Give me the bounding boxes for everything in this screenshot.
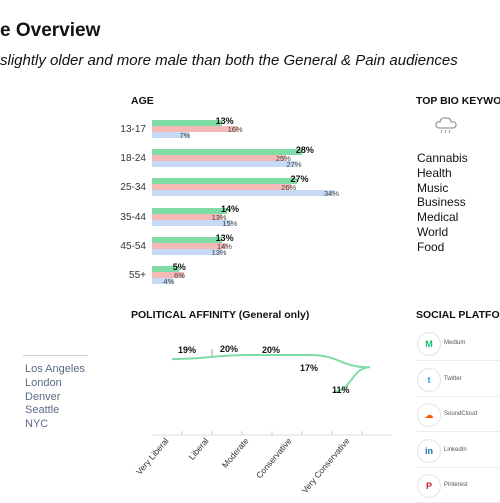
- age-category-label: 55+: [129, 270, 146, 281]
- social-platform-label: LinkedIn: [444, 446, 467, 453]
- age-bar: [152, 272, 185, 278]
- age-bar: [152, 184, 292, 191]
- age-value-label: 28%: [295, 145, 314, 156]
- keyword-item: Medical: [417, 210, 459, 225]
- age-heading: AGE: [131, 95, 154, 107]
- age-bar: [152, 248, 222, 255]
- divider: [416, 360, 500, 361]
- age-category-label: 45-54: [120, 240, 146, 252]
- city-list: Los Angeles London Denver Seattle NYC: [25, 363, 85, 432]
- age-bar: [152, 236, 222, 243]
- keyword-item: Health: [417, 165, 452, 180]
- page-subtitle: slightly older and more male than both t…: [0, 52, 458, 69]
- age-value-label: 27%: [286, 160, 302, 170]
- city-item: Denver: [25, 390, 61, 403]
- age-bar: [152, 219, 233, 226]
- age-value-label: 16%: [227, 125, 243, 134]
- city-item: London: [25, 376, 62, 389]
- age-value-label: 13%: [215, 232, 234, 243]
- keyword-item: World: [417, 224, 449, 239]
- medium-icon: M: [417, 332, 441, 356]
- soundcloud-icon: ☁: [417, 403, 441, 427]
- age-bar: [152, 161, 297, 168]
- political-category-label: Conservative: [254, 436, 294, 481]
- political-line: [171, 354, 371, 393]
- age-category-label: 13-17: [120, 124, 146, 135]
- age-bar: [152, 190, 334, 197]
- age-value-label: 15%: [222, 218, 238, 228]
- divider: [416, 431, 500, 432]
- city-item: NYC: [25, 418, 49, 431]
- divider: [416, 466, 500, 468]
- political-value-label: 17%: [300, 363, 318, 373]
- linkedin-icon: in: [417, 438, 441, 463]
- age-value-label: 34%: [324, 189, 340, 199]
- page-title: e Overview: [0, 20, 101, 41]
- age-bar: [152, 242, 227, 249]
- keyword-item: Food: [417, 239, 445, 254]
- age-value-label: 14%: [220, 203, 239, 214]
- keyword-item: Music: [417, 180, 449, 195]
- political-category-label: Very Liberal: [134, 436, 171, 477]
- age-category-label: 18-24: [120, 153, 146, 165]
- keywords-heading: TOP BIO KEYWO: [416, 95, 500, 107]
- age-bar: [152, 132, 190, 138]
- social-platform-label: Twitter: [444, 375, 462, 382]
- cloud-icon: [433, 115, 459, 140]
- divider: [23, 355, 88, 356]
- age-value-label: 4%: [163, 277, 175, 286]
- political-value-label: 20%: [220, 344, 238, 354]
- age-value-label: 13%: [215, 116, 234, 126]
- political-category-label: Moderate: [220, 436, 251, 470]
- divider: [416, 395, 500, 397]
- political-value-label: 19%: [178, 345, 196, 355]
- age-bar: [152, 207, 227, 214]
- age-value-label: 25%: [275, 154, 291, 164]
- age-category-label: 35-44: [120, 211, 146, 223]
- age-bar: [152, 178, 297, 185]
- political-category-label: Very Conservative: [300, 436, 352, 495]
- age-value-label: 27%: [290, 174, 309, 185]
- age-bar: [152, 120, 222, 126]
- twitter-icon: t: [417, 367, 441, 392]
- age-value-label: 7%: [179, 131, 191, 140]
- keyword-item: Cannabis: [417, 151, 468, 165]
- age-value-label: 5%: [172, 262, 186, 272]
- social-platform-label: Pinterest: [444, 482, 468, 488]
- city-item: Los Angeles: [25, 363, 85, 375]
- political-heading: POLITICAL AFFINITY (General only): [131, 309, 310, 321]
- age-value-label: 6%: [174, 271, 185, 280]
- social-heading: SOCIAL PLATFO: [416, 309, 500, 321]
- age-value-label: 13%: [211, 212, 227, 222]
- political-value-label: 20%: [262, 345, 280, 355]
- social-platform-label: Medium: [444, 340, 466, 346]
- age-bar: [152, 149, 302, 156]
- age-bar: [152, 213, 222, 220]
- political-category-label: Liberal: [186, 436, 210, 462]
- pinterest-icon: P: [417, 474, 441, 498]
- age-value-label: 14%: [216, 241, 232, 251]
- age-bar: [152, 126, 238, 132]
- city-item: Seattle: [25, 404, 60, 417]
- keyword-item: Business: [417, 195, 466, 210]
- keyword-list: Cannabis Health Music Business Medical W…: [417, 151, 468, 255]
- age-category-label: 25-34: [120, 182, 146, 194]
- age-value-label: 26%: [281, 183, 297, 193]
- political-value-label: 11%: [332, 385, 350, 395]
- social-platform-label: SoundCloud: [444, 411, 478, 417]
- age-bar: [152, 155, 286, 162]
- age-bar: [152, 278, 174, 284]
- age-value-label: 13%: [211, 247, 227, 257]
- age-bar: [152, 266, 179, 272]
